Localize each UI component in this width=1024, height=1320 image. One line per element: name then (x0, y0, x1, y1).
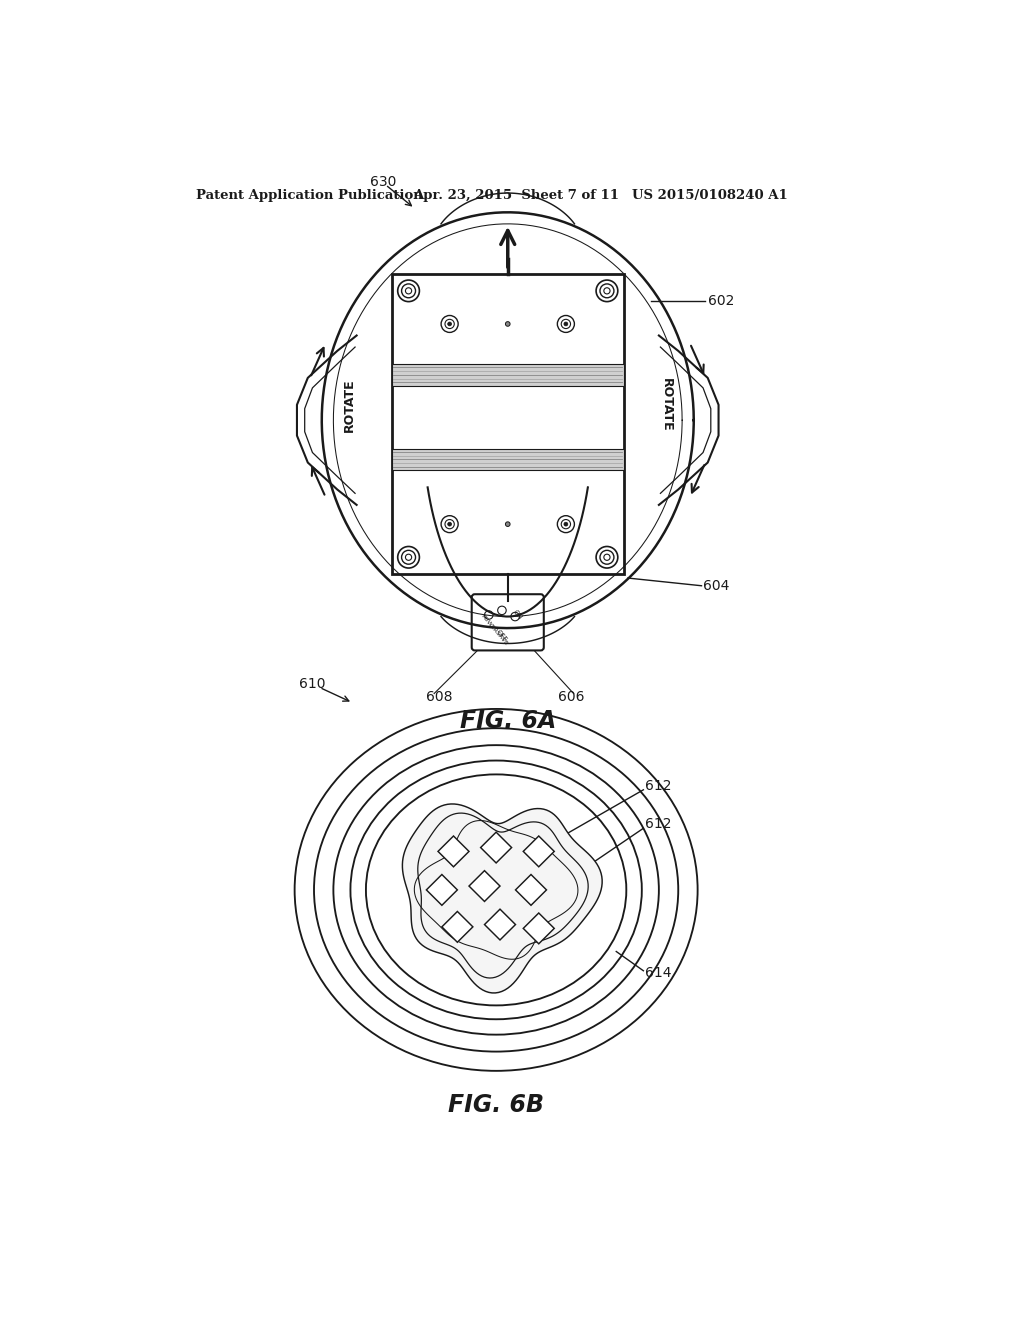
Text: FIG. 6A: FIG. 6A (460, 709, 556, 733)
Text: 602: 602 (708, 294, 734, 308)
Text: 630: 630 (370, 174, 396, 189)
Text: 606: 606 (558, 690, 585, 705)
Text: POWERSAVE: POWERSAVE (480, 614, 509, 647)
Circle shape (564, 322, 568, 326)
Bar (391, 364, 624, 385)
Circle shape (564, 523, 568, 527)
Circle shape (447, 322, 452, 326)
Text: 614: 614 (645, 966, 672, 979)
Text: Apr. 23, 2015  Sheet 7 of 11: Apr. 23, 2015 Sheet 7 of 11 (414, 189, 620, 202)
Polygon shape (402, 804, 602, 993)
Text: 612: 612 (645, 817, 672, 832)
Text: 604: 604 (703, 578, 729, 593)
Polygon shape (523, 836, 554, 867)
Text: 612: 612 (645, 779, 672, 793)
Bar (391, 275, 624, 574)
Text: US 2015/0108240 A1: US 2015/0108240 A1 (632, 189, 787, 202)
Polygon shape (438, 836, 469, 867)
Text: 608: 608 (426, 690, 453, 705)
Text: ROTATE: ROTATE (342, 378, 355, 432)
Circle shape (506, 322, 510, 326)
Polygon shape (484, 909, 515, 940)
Text: OFF: OFF (496, 628, 509, 643)
Text: 610: 610 (299, 677, 325, 690)
Text: Patent Application Publication: Patent Application Publication (197, 189, 423, 202)
Polygon shape (480, 832, 512, 863)
Polygon shape (442, 911, 473, 942)
Bar (391, 449, 624, 470)
Polygon shape (469, 871, 500, 902)
Circle shape (506, 521, 510, 527)
Polygon shape (523, 913, 554, 944)
Text: FIG. 6B: FIG. 6B (449, 1093, 544, 1118)
Circle shape (447, 523, 452, 527)
Text: ON: ON (512, 609, 523, 620)
Polygon shape (515, 875, 547, 906)
Text: ROTATE: ROTATE (660, 378, 673, 432)
Polygon shape (426, 875, 458, 906)
